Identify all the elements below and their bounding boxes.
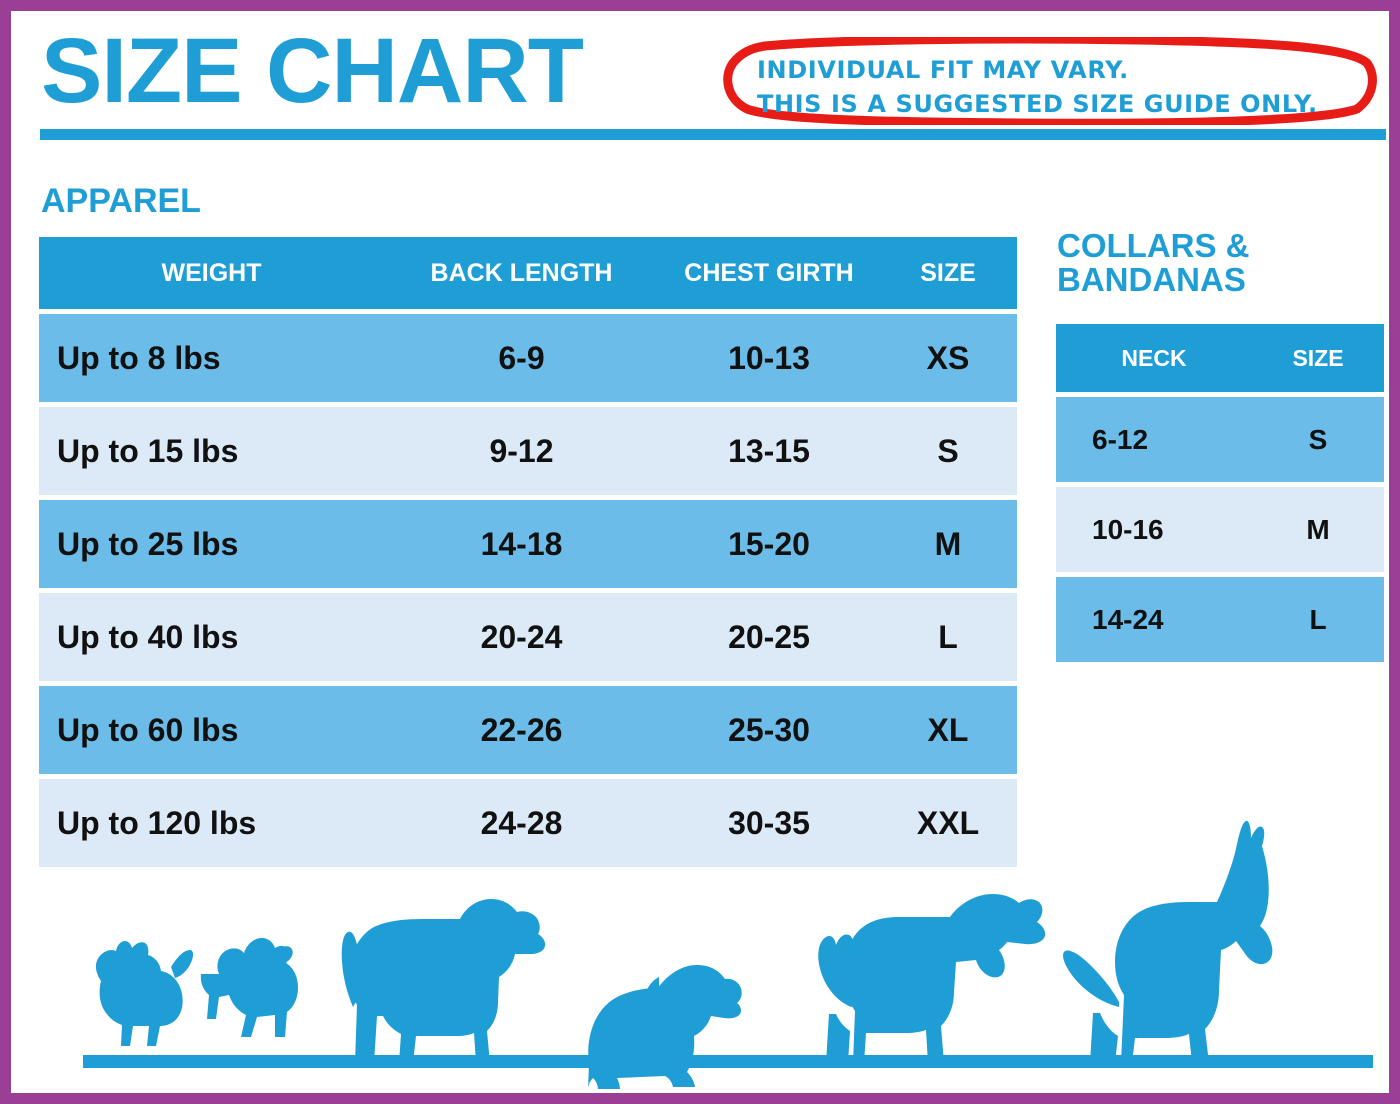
ground-line [83,1055,1373,1068]
apparel-section-label: APPAREL [41,182,201,220]
dog-silhouette-pug [200,938,298,1037]
cell-weight: Up to 25 lbs [39,500,384,593]
cell-weight: Up to 40 lbs [39,593,384,686]
cell-back-length: 14-18 [384,500,659,593]
cell-chest-girth: 30-35 [659,779,879,872]
cell-size: L [1252,577,1384,667]
collars-col-neck: NECK [1056,324,1252,397]
dog-silhouette-husky [818,894,1046,1063]
cell-weight: Up to 120 lbs [39,779,384,872]
page-title: SIZE CHART [41,20,584,122]
disclaimer-line-1: INDIVIDUAL FIT MAY VARY. [757,56,1129,84]
cell-neck: 10-16 [1056,487,1252,577]
table-row: Up to 60 lbs 22-26 25-30 XL [39,686,1017,779]
disclaimer-text: INDIVIDUAL FIT MAY VARY. THIS IS A SUGGE… [757,53,1318,121]
collars-col-size: SIZE [1252,324,1384,397]
disclaimer-line-2: THIS IS A SUGGESTED SIZE GUIDE ONLY. [757,90,1318,119]
dog-silhouette-pomeranian [95,941,194,1046]
cell-weight: Up to 60 lbs [39,686,384,779]
collars-header-row: NECK SIZE [1056,324,1384,397]
cell-weight: Up to 8 lbs [39,314,384,407]
title-underline-rule [40,129,1386,140]
cell-back-length: 6-9 [384,314,659,407]
cell-weight: Up to 15 lbs [39,407,384,500]
table-row: 6-12 S [1056,397,1384,487]
collars-section-label: COLLARS & BANDANAS [1057,227,1250,299]
apparel-size-table: WEIGHT BACK LENGTH CHEST GIRTH SIZE Up t… [39,237,1017,872]
dog-silhouette-cocker-spaniel [588,965,742,1089]
table-row: 14-24 L [1056,577,1384,667]
table-row: Up to 15 lbs 9-12 13-15 S [39,407,1017,500]
cell-size: XS [879,314,1017,407]
table-row: Up to 40 lbs 20-24 20-25 L [39,593,1017,686]
apparel-col-chest-girth: CHEST GIRTH [659,237,879,314]
cell-size: M [879,500,1017,593]
apparel-col-back-length: BACK LENGTH [384,237,659,314]
cell-chest-girth: 15-20 [659,500,879,593]
table-row: Up to 25 lbs 14-18 15-20 M [39,500,1017,593]
cell-chest-girth: 20-25 [659,593,879,686]
cell-size: S [879,407,1017,500]
cell-size: XXL [879,779,1017,872]
cell-chest-girth: 13-15 [659,407,879,500]
cell-back-length: 20-24 [384,593,659,686]
cell-back-length: 22-26 [384,686,659,779]
apparel-col-size: SIZE [879,237,1017,314]
cell-size: M [1252,487,1384,577]
disclaimer-note: INDIVIDUAL FIT MAY VARY. THIS IS A SUGGE… [717,37,1379,125]
dog-silhouette-beagle [341,899,546,1063]
dog-size-illustration [83,820,1373,1089]
collars-size-table: NECK SIZE 6-12 S 10-16 M 14-24 L [1056,324,1384,667]
cell-back-length: 9-12 [384,407,659,500]
cell-size: S [1252,397,1384,487]
cell-size: XL [879,686,1017,779]
cell-neck: 6-12 [1056,397,1252,487]
cell-neck: 14-24 [1056,577,1252,667]
table-row: Up to 120 lbs 24-28 30-35 XXL [39,779,1017,872]
cell-size: L [879,593,1017,686]
dog-silhouette-great-dane [1063,820,1273,1063]
table-row: Up to 8 lbs 6-9 10-13 XS [39,314,1017,407]
apparel-col-weight: WEIGHT [39,237,384,314]
cell-chest-girth: 25-30 [659,686,879,779]
table-row: 10-16 M [1056,487,1384,577]
apparel-header-row: WEIGHT BACK LENGTH CHEST GIRTH SIZE [39,237,1017,314]
cell-chest-girth: 10-13 [659,314,879,407]
cell-back-length: 24-28 [384,779,659,872]
red-oval-outline-icon [723,37,1377,125]
